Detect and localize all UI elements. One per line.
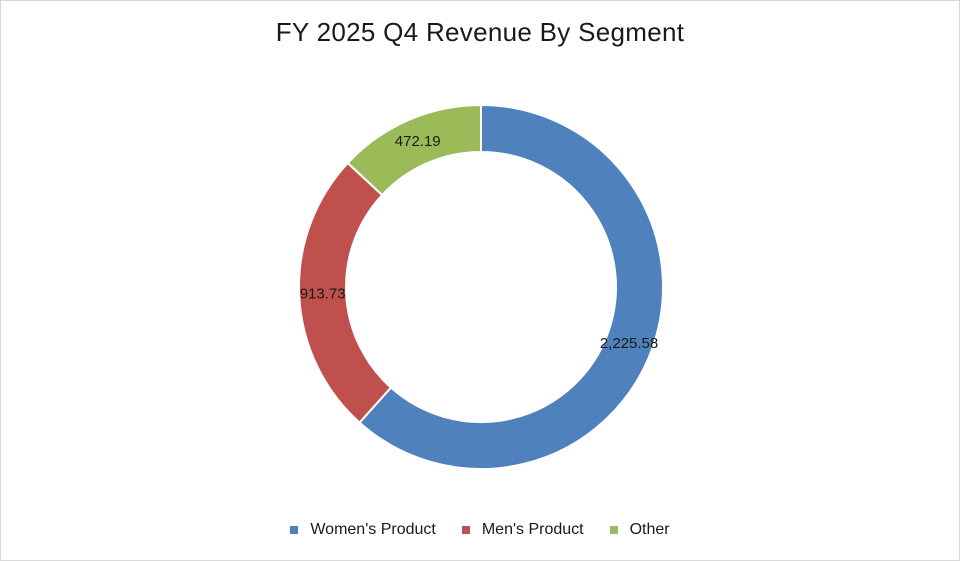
legend-swatch-womens-product — [290, 526, 299, 534]
data-label-women-s-product: 2,225.58 — [600, 335, 658, 352]
legend-swatch-mens-product — [461, 526, 470, 534]
legend-label-mens-product: Men's Product — [481, 521, 584, 538]
legend-item-womens-product: Women's Product — [290, 521, 436, 539]
legend-item-mens-product: Men's Product — [461, 521, 584, 539]
legend-swatch-other — [609, 526, 618, 534]
legend: Women's Product Men's Product Other — [1, 521, 959, 539]
legend-label-other: Other — [629, 521, 670, 538]
slice-women-s-product — [358, 103, 664, 470]
donut-data-labels: 2,225.58 913.73 472.19 — [300, 133, 659, 352]
slice-other — [346, 103, 482, 197]
donut-slices — [298, 103, 664, 470]
data-label-other: 472.19 — [395, 133, 441, 150]
legend-label-womens-product: Women's Product — [310, 521, 436, 538]
chart-title: FY 2025 Q4 Revenue By Segment — [275, 17, 685, 47]
data-label-men-s-product: 913.73 — [300, 286, 346, 303]
legend-item-other: Other — [609, 521, 670, 539]
